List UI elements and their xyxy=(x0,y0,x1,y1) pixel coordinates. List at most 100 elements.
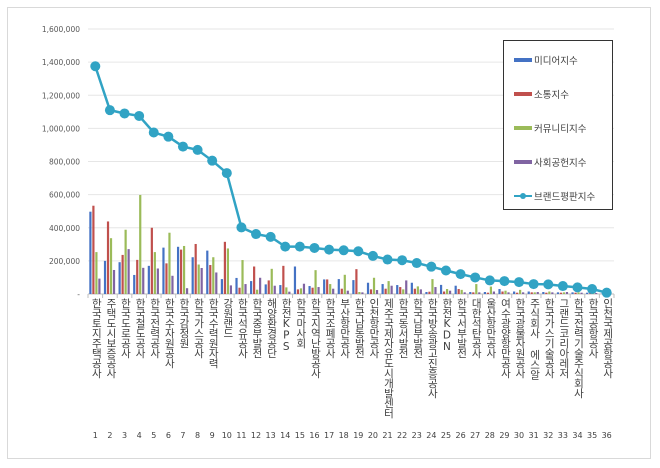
bar-2-20 xyxy=(369,289,373,294)
brand-index-point-18 xyxy=(338,245,349,256)
bar-1-28 xyxy=(483,292,487,294)
brand-index-point-31 xyxy=(528,279,539,290)
category-number: 6 xyxy=(165,431,171,440)
category-label: 한국지역난방공사 xyxy=(309,298,322,378)
bar-2-26 xyxy=(457,289,460,294)
category-label: 한국공항공사 xyxy=(587,298,600,358)
brand-index-point-32 xyxy=(543,279,554,290)
bar-2-18 xyxy=(340,288,343,294)
bar-1-29 xyxy=(498,289,501,294)
brand-index-point-14 xyxy=(280,241,291,252)
category-number: 17 xyxy=(323,431,335,440)
bar-4-21 xyxy=(390,285,393,294)
bar-3-29 xyxy=(504,290,507,294)
brand-index-point-20 xyxy=(367,250,378,261)
legend-swatch-brand xyxy=(514,193,532,199)
bar-4-18 xyxy=(346,290,349,294)
bar-3-4 xyxy=(139,194,142,294)
category-label: 한전KDN xyxy=(440,298,453,353)
legend-label: 소통지수 xyxy=(534,90,569,101)
bar-3-7 xyxy=(182,245,186,294)
category-number: 7 xyxy=(180,431,186,440)
category-number: 32 xyxy=(543,431,554,440)
legend-item-media: 미디어지수 xyxy=(514,53,578,67)
bar-4-13 xyxy=(273,285,276,294)
bar-1-10 xyxy=(220,279,224,294)
bar-4-15 xyxy=(302,283,306,294)
category-number: 24 xyxy=(426,431,437,440)
bar-4-5 xyxy=(156,268,159,294)
bar-1-22 xyxy=(396,285,399,294)
brand-index-point-22 xyxy=(397,255,408,266)
category-label: 한국중부발전 xyxy=(251,298,264,358)
category-number: 29 xyxy=(499,431,510,440)
bar-2-1 xyxy=(92,205,95,294)
category-number: 26 xyxy=(455,431,466,440)
brand-index-point-17 xyxy=(324,244,335,255)
category-label: 인천국제공항공사 xyxy=(601,298,614,378)
bar-3-16 xyxy=(314,270,317,294)
brand-index-point-11 xyxy=(236,222,247,233)
legend-label: 미디어지수 xyxy=(534,56,578,67)
bar-3-3 xyxy=(124,229,127,294)
brand-index-point-9 xyxy=(207,155,218,166)
legend: 미디어지수 소통지수 커뮤니티지수 사회공헌지수 브랜드평판지수 xyxy=(503,40,613,210)
bar-3-27 xyxy=(475,284,478,294)
bar-1-30 xyxy=(513,291,516,294)
category-label: 강원랜드 xyxy=(221,298,234,338)
bar-1-33 xyxy=(556,292,560,294)
category-label: 한국전력기술주식회사 xyxy=(572,298,585,398)
category-number: 25 xyxy=(440,431,452,440)
bar-3-20 xyxy=(372,277,376,294)
bar-1-14 xyxy=(279,285,282,294)
bar-1-1 xyxy=(89,211,92,294)
chart-frame xyxy=(7,7,651,459)
brand-index-point-35 xyxy=(587,284,598,295)
bar-1-16 xyxy=(308,286,311,294)
legend-item-community: 커뮤니티지수 xyxy=(514,121,586,135)
category-number: 11 xyxy=(236,431,247,440)
bar-2-34 xyxy=(574,292,577,294)
bar-1-25 xyxy=(439,284,443,294)
legend-item-brand: 브랜드평판지수 xyxy=(514,189,595,203)
brand-index-point-6 xyxy=(163,131,174,142)
bar-4-25 xyxy=(448,290,452,294)
bar-2-31 xyxy=(530,292,533,294)
category-label: 인천항만공사 xyxy=(367,298,380,358)
bar-1-20 xyxy=(366,282,370,294)
bar-1-19 xyxy=(352,280,355,294)
bar-4-1 xyxy=(98,278,101,294)
brand-index-point-10 xyxy=(221,168,232,179)
bar-4-24 xyxy=(434,287,437,294)
bar-3-34 xyxy=(577,292,580,294)
bar-4-3 xyxy=(127,249,130,294)
brand-index-point-25 xyxy=(440,265,451,276)
bar-4-4 xyxy=(142,267,145,294)
bar-1-3 xyxy=(118,262,121,294)
brand-index-point-28 xyxy=(484,275,495,286)
category-label: 제주국제자유도시개발센터 xyxy=(382,298,395,418)
legend-swatch-media xyxy=(514,58,532,62)
category-number: 14 xyxy=(280,431,291,440)
category-number: 12 xyxy=(250,431,262,440)
bar-4-14 xyxy=(288,291,291,294)
bar-4-33 xyxy=(565,292,569,294)
bar-1-18 xyxy=(337,279,340,294)
brand-index-point-5 xyxy=(148,127,159,138)
category-label: 한국서부발전 xyxy=(455,298,468,358)
category-number: 34 xyxy=(572,431,583,440)
bar-3-17 xyxy=(329,284,332,294)
category-number: 22 xyxy=(397,431,408,440)
category-number: 23 xyxy=(411,431,422,440)
y-tick-label: 400,000 xyxy=(49,224,80,233)
bar-2-16 xyxy=(311,287,314,294)
brand-index-point-24 xyxy=(426,261,437,272)
brand-index-point-4 xyxy=(134,110,145,121)
bar-2-24 xyxy=(428,291,431,294)
bar-4-28 xyxy=(492,291,496,294)
bar-2-4 xyxy=(136,259,139,294)
category-number: 27 xyxy=(470,431,481,440)
bar-2-9 xyxy=(209,265,212,294)
bar-3-8 xyxy=(197,264,200,294)
bar-3-18 xyxy=(343,274,346,294)
